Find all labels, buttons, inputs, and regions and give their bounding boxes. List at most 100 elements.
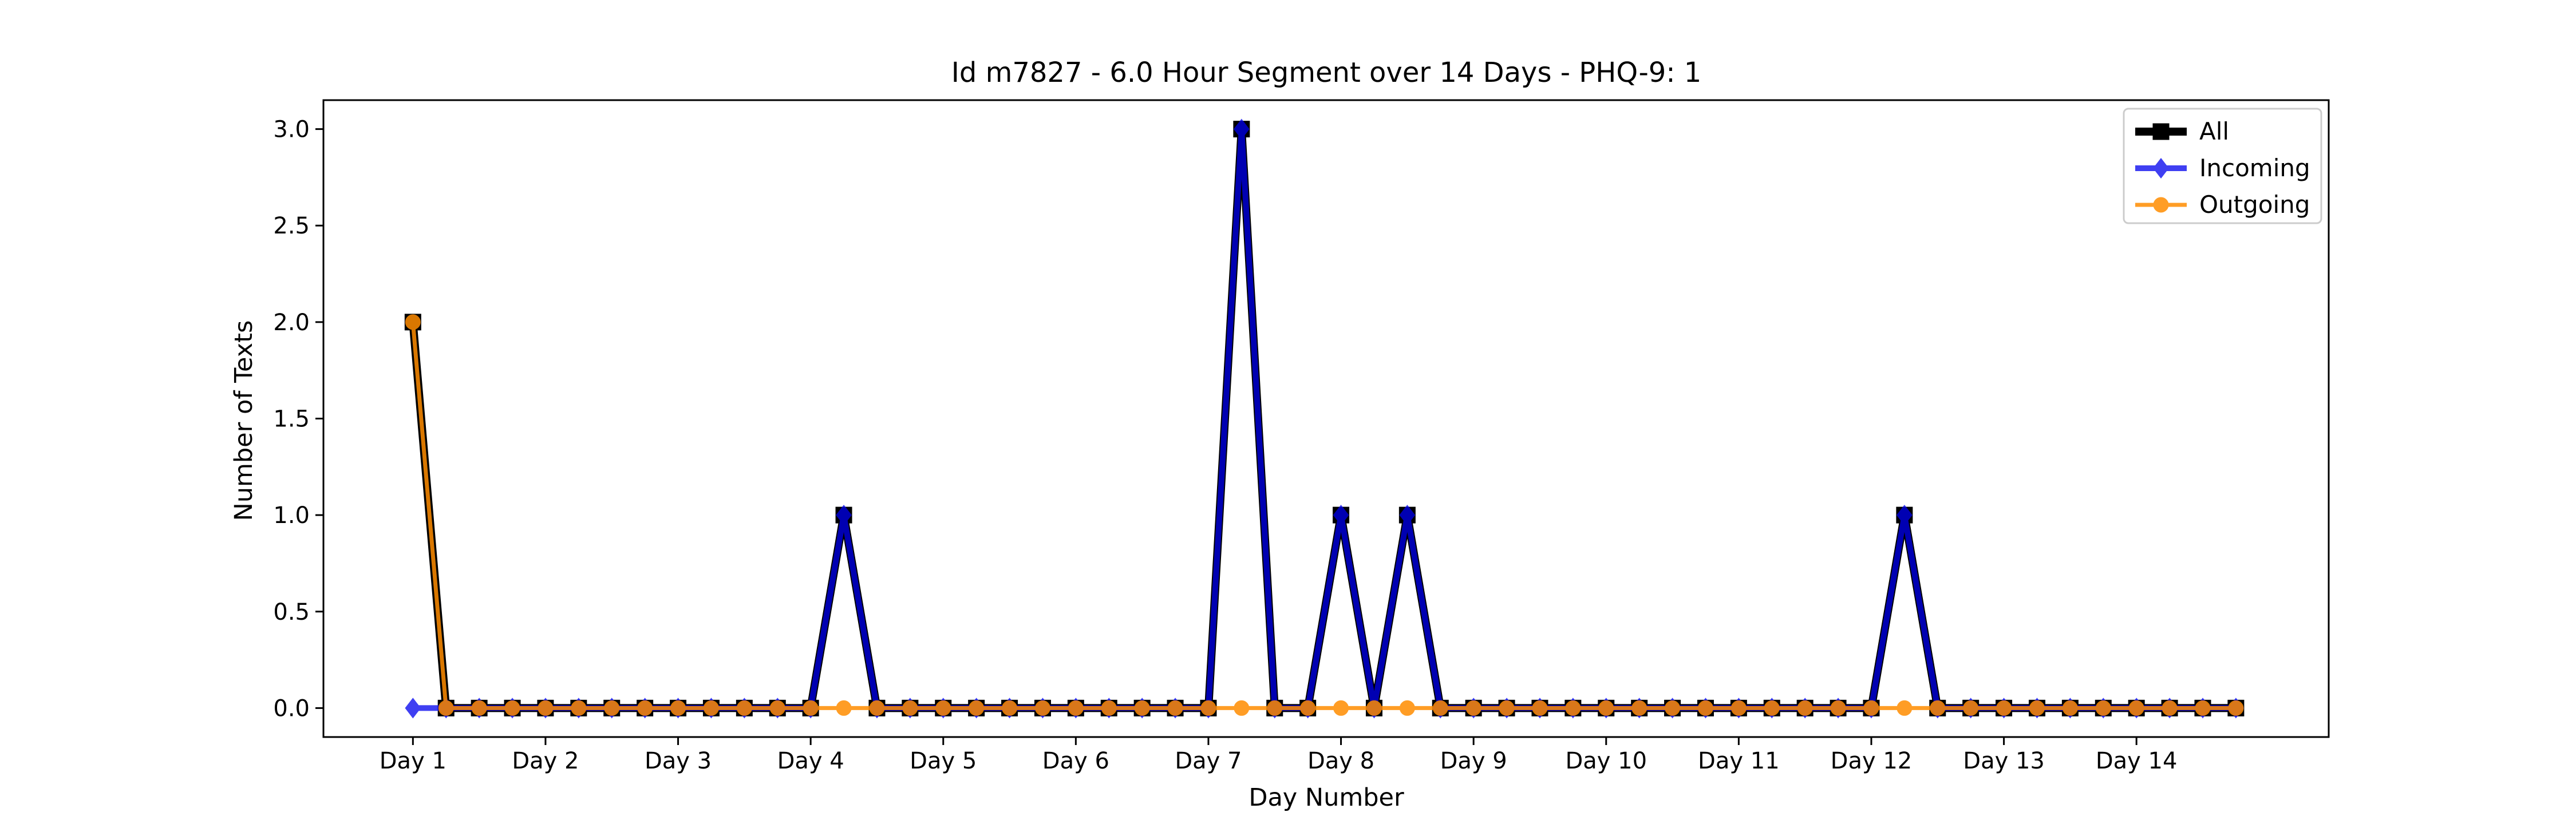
data-point-outgoing [1963,700,1979,716]
data-point-outgoing [769,700,785,716]
data-point-outgoing [1631,700,1647,716]
y-tick-label: 0.5 [273,599,310,625]
plot-frame [322,99,2330,738]
x-axis: Day 1 Day 2 Day 3 Day 4 Day 5 Day 6 Day 7 Day 8… [380,737,2178,774]
data-point-outgoing [1366,700,1382,716]
data-point-outgoing [471,700,487,716]
series-line-outgoing [410,322,2236,710]
series-line-incoming [413,129,2236,711]
legend-box [2123,108,2322,224]
x-tick-label: Day 5 [910,748,977,774]
data-point-outgoing [1200,700,1216,716]
data-point-outgoing [869,700,885,716]
legend-label: Incoming [2199,154,2310,182]
data-point-outgoing [571,700,587,716]
data-point-incoming [1333,505,1349,526]
data-point-outgoing [538,700,554,716]
data-point-outgoing [1697,700,1713,716]
chart-title: Id m7827 - 6.0 Hour Segment over 14 Days… [951,57,1702,89]
data-point-outgoing [1234,700,1250,716]
data-point-outgoing [902,700,918,716]
y-tick-label: 0.0 [273,695,310,722]
data-point-outgoing [1532,700,1548,716]
x-tick-label: Day 13 [1963,748,2045,774]
legend-marker [2153,197,2169,213]
x-tick-label: Day 4 [777,748,844,774]
data-point-outgoing [1399,700,1415,716]
x-tick-label: Day 12 [1831,748,1913,774]
data-point-incoming [1233,118,1250,140]
x-tick-label: Day 2 [512,748,579,774]
legend-label: All [2199,117,2229,145]
data-point-outgoing [1830,700,1846,716]
legend-marker [2153,157,2169,179]
data-point-outgoing [1797,700,1813,716]
data-point-outgoing [1930,700,1946,716]
data-point-outgoing [2095,700,2111,716]
data-point-outgoing [736,700,752,716]
x-tick-label: Day 10 [1565,748,1647,774]
y-tick-label: 2.0 [273,310,310,336]
data-point-outgoing [1134,700,1150,716]
data-point-outgoing [703,700,719,716]
data-point-outgoing [1565,700,1581,716]
legend-marker [2152,123,2170,140]
data-point-outgoing [670,700,686,716]
x-tick-label: Day 9 [1440,748,1507,774]
data-point-outgoing [1300,700,1316,716]
plot-area [322,99,2330,738]
legend-entry [2135,197,2187,213]
x-tick-label: Day 14 [2096,748,2178,774]
data-point-outgoing [1333,700,1349,716]
series-layer [404,118,2245,719]
data-point-outgoing [438,700,454,716]
x-tick-label: Day 8 [1307,748,1374,774]
data-point-outgoing [1167,700,1183,716]
y-tick-label: 2.5 [273,213,310,239]
data-point-outgoing [2162,700,2178,716]
data-point-outgoing [637,700,653,716]
x-tick-label: Day 1 [380,748,447,774]
y-axis-label: Number of Texts [230,320,258,521]
data-point-outgoing [1101,700,1117,716]
data-point-incoming [405,698,421,719]
x-tick-label: Day 6 [1042,748,1109,774]
data-point-outgoing [2128,700,2144,716]
data-point-outgoing [1267,700,1283,716]
data-point-outgoing [2228,700,2244,716]
data-point-outgoing [1432,700,1448,716]
legend-entry [2135,123,2187,140]
data-point-outgoing [1499,700,1515,716]
data-point-outgoing [836,700,852,716]
y-tick-label: 3.0 [273,117,310,143]
data-point-outgoing [504,700,520,716]
data-point-outgoing [803,700,819,716]
data-point-incoming [1399,505,1416,526]
data-point-outgoing [1730,700,1747,716]
data-point-outgoing [1465,700,1481,716]
data-point-outgoing [2062,700,2078,716]
data-point-outgoing [1665,700,1681,716]
x-tick-label: Day 11 [1698,748,1780,774]
data-point-outgoing [405,314,421,330]
legend-entry [2135,157,2187,179]
data-point-outgoing [604,700,620,716]
legend: All Incoming Outgoing [2123,108,2322,224]
data-point-outgoing [1996,700,2012,716]
data-point-outgoing [1002,700,1018,716]
series-incoming [405,118,2244,719]
data-point-outgoing [2195,700,2211,716]
data-point-incoming [1896,505,1913,526]
data-point-incoming [836,505,852,526]
legend-label: Outgoing [2199,191,2310,219]
y-tick-label: 1.5 [273,406,310,433]
data-point-outgoing [1598,700,1614,716]
data-point-outgoing [1897,700,1913,716]
data-point-outgoing [1068,700,1084,716]
x-tick-label: Day 3 [645,748,712,774]
x-axis-label: Day Number [1249,783,1404,812]
data-point-outgoing [969,700,985,716]
data-point-outgoing [1863,700,1879,716]
